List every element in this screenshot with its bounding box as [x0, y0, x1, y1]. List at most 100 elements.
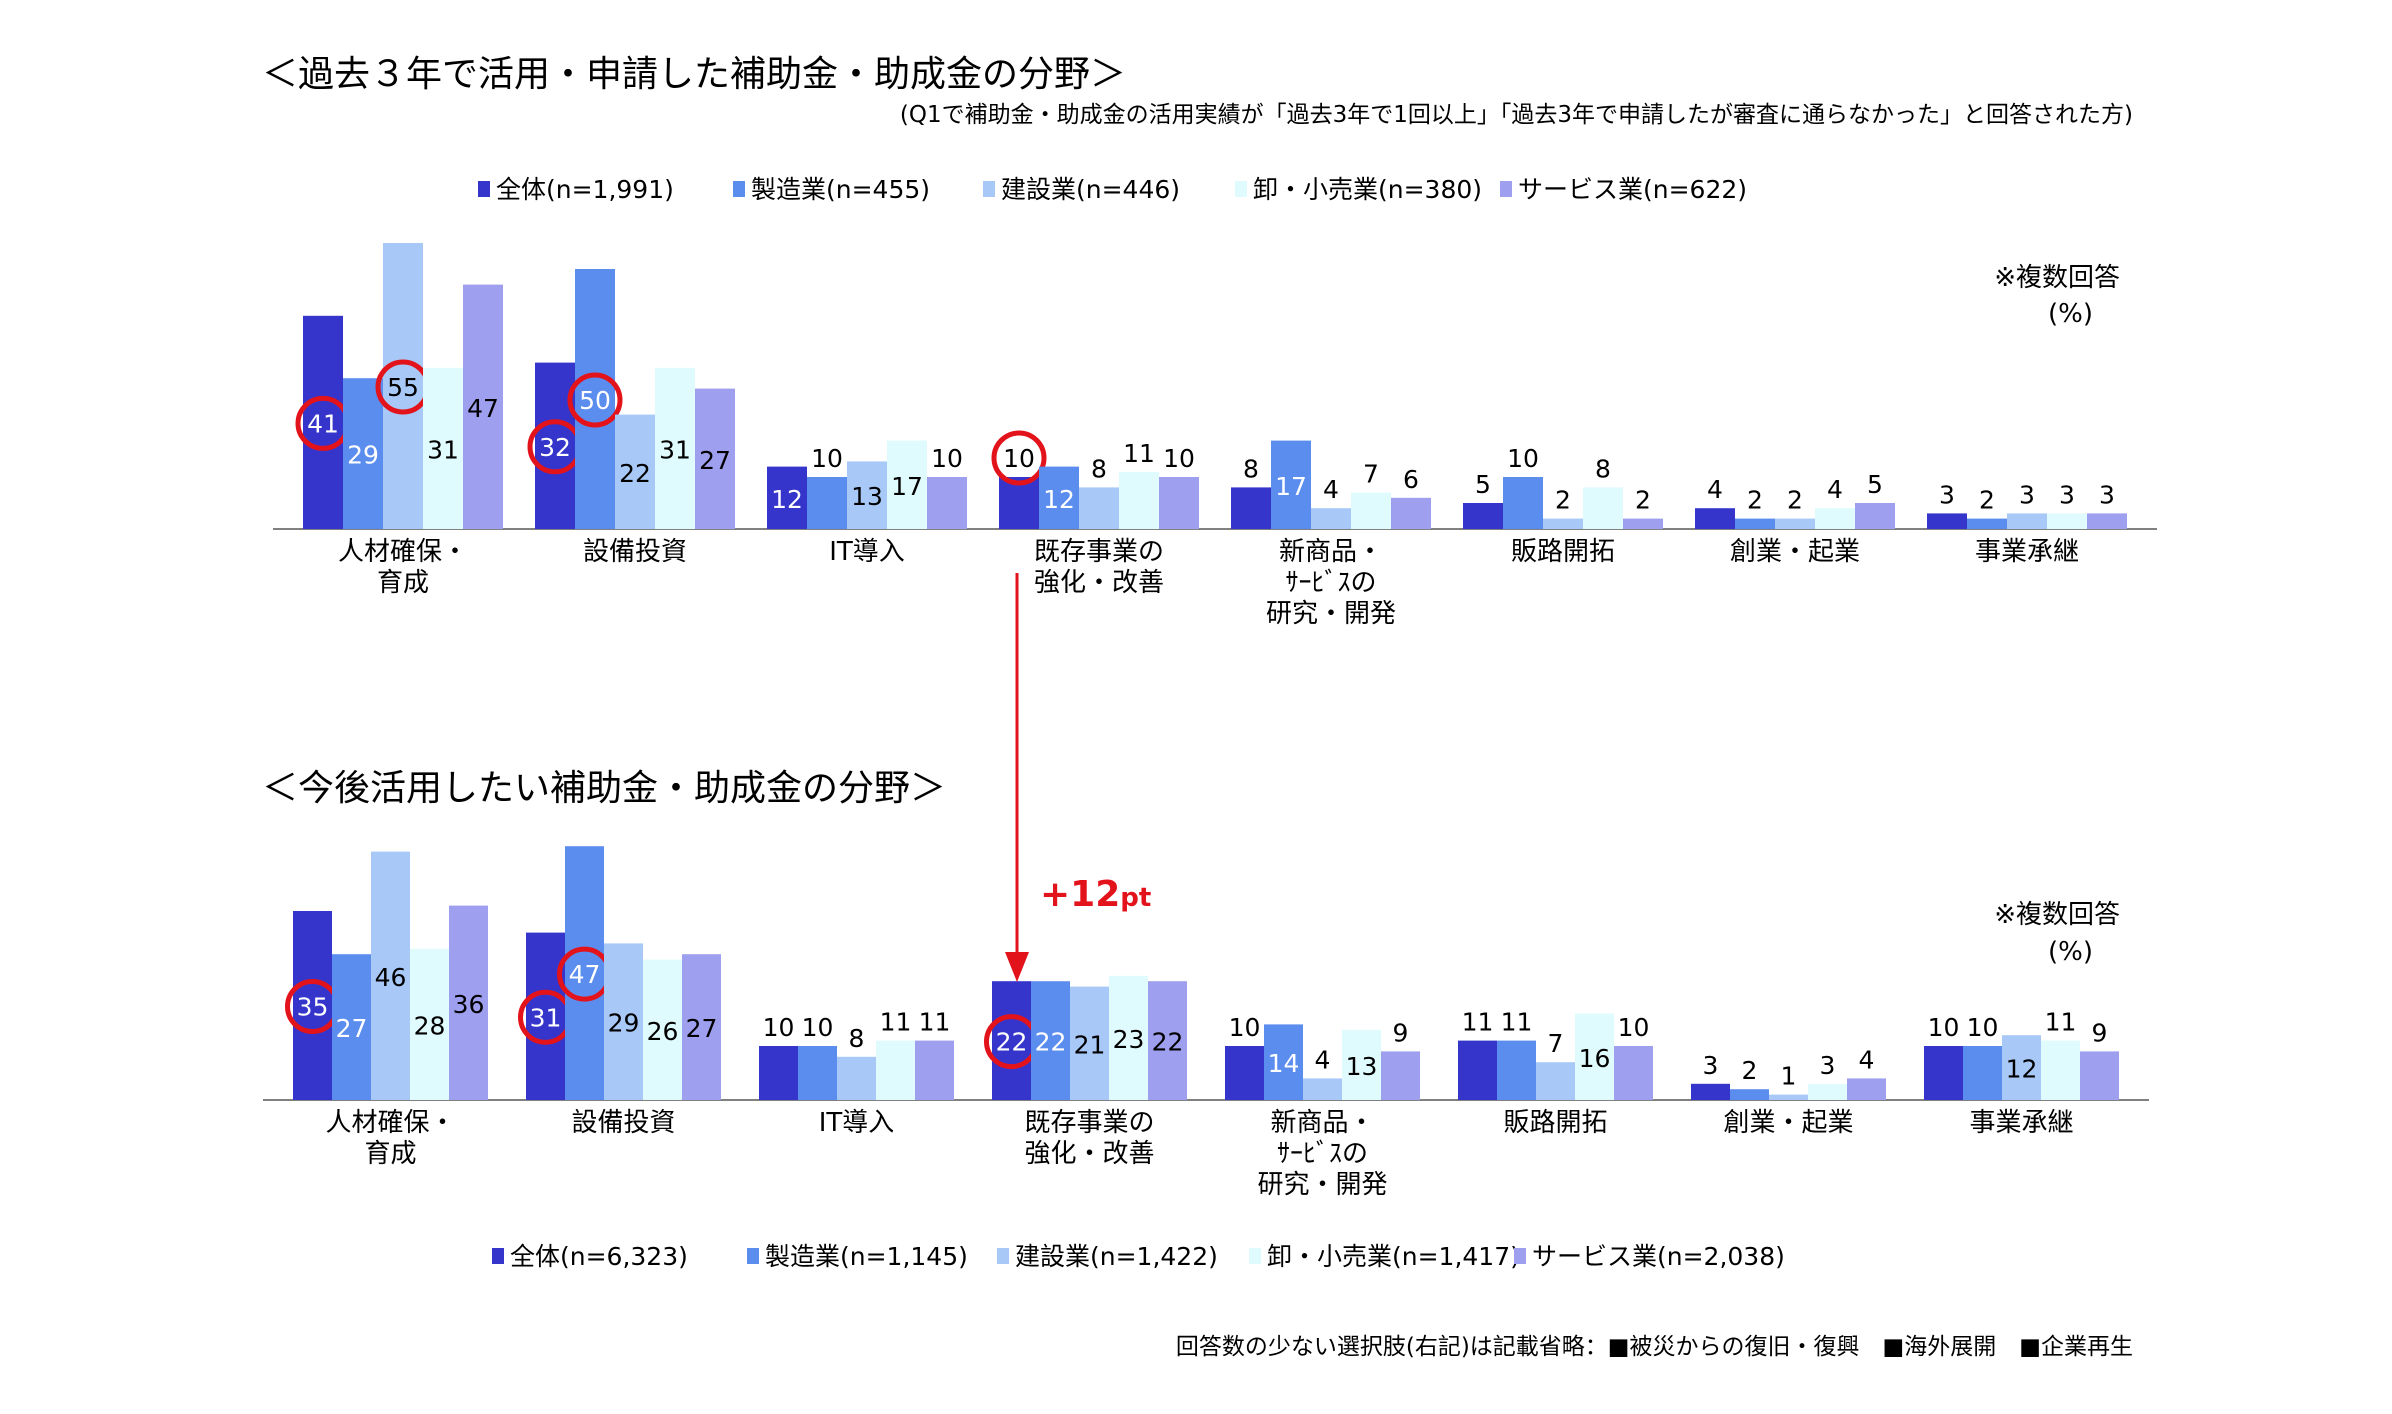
legend-swatch	[747, 1248, 759, 1264]
bar	[1808, 1083, 1847, 1100]
bar	[1775, 518, 1815, 529]
bar-value-label: 8	[849, 1024, 865, 1053]
chart-panel-future: ＜今後活用したい補助金・助成金の分野＞ ※複数回答 (%) 全体(n=6,323) 製造…	[262, 768, 2149, 1271]
legend-item: 全体(n=1,991)	[478, 175, 674, 204]
category-label: 販路開拓	[1511, 537, 1615, 567]
bar-group: 10 10 8 11 11 IT導入	[759, 1008, 954, 1138]
category-label-line: 育成	[377, 568, 429, 598]
bar-value-label: 11	[919, 1008, 951, 1037]
bar-value-label: 32	[539, 433, 571, 462]
bar	[1769, 1094, 1808, 1100]
bar	[1815, 508, 1855, 529]
bar-value-label: 22	[619, 459, 651, 488]
comparison-arrow: +12pt	[1005, 573, 1151, 982]
bar-value-label: 47	[467, 394, 499, 423]
legend-label: 卸・小売業(n=1,417)	[1267, 1242, 1520, 1271]
bar	[767, 466, 807, 529]
legend-label: サービス業(n=622)	[1518, 175, 1747, 204]
bar	[449, 905, 488, 1100]
bar-group: 3 2 1 3 4創業・起業	[1691, 1045, 1886, 1138]
legend-label: 全体(n=1,991)	[496, 175, 674, 204]
highlight-circle	[567, 372, 623, 428]
category-label: 設備投資	[571, 1108, 675, 1138]
legend-swatch	[1235, 181, 1247, 197]
bar-value-label: 2	[1555, 486, 1571, 515]
bar-value-label: 17	[891, 472, 923, 501]
bar	[999, 477, 1039, 529]
legend-item: 建設業(n=1,422)	[997, 1242, 1218, 1271]
chart-note: ※複数回答	[1994, 900, 2120, 930]
bar-group: 8 17 47 6 新商品・ｻｰﾋﾞｽの研究・開発	[1231, 440, 1431, 629]
chart-panel-past: ＜過去３年で活用・申請した補助金・助成金の分野＞ (Q1で補助金・助成金の活用実績…	[262, 54, 2157, 629]
chart-title: ＜過去３年で活用・申請した補助金・助成金の分野＞	[262, 54, 1126, 95]
bar-value-label: 31	[659, 435, 691, 464]
bar-value-label: 13	[1346, 1052, 1378, 1081]
bar	[1342, 1029, 1381, 1100]
legend-swatch	[1249, 1248, 1261, 1264]
bar-value-label: 13	[851, 482, 883, 511]
category-label-line: 既存事業の	[1024, 1108, 1154, 1138]
bar-value-label: 31	[427, 435, 459, 464]
bar-value-label: 10	[1003, 444, 1035, 473]
bar	[535, 362, 575, 529]
category-label: 事業承継	[1969, 1108, 2073, 1138]
bar-group: 12 10 13 17 10 IT導入	[767, 440, 967, 567]
bar-value-label: 3	[1939, 480, 1955, 509]
bar	[2080, 1051, 2119, 1100]
bar-value-label: 11	[1462, 1008, 1494, 1037]
bar-value-label: 4	[1859, 1045, 1875, 1074]
category-label: 人材確保・育成	[325, 1108, 455, 1169]
bar-group: 10 12 8 11 10 既存事業の強化・改善	[991, 430, 1199, 598]
legend-item: サービス業(n=2,038)	[1514, 1242, 1785, 1271]
legend-label: 卸・小売業(n=380)	[1253, 175, 1482, 204]
category-label-line: 新商品・	[1270, 1108, 1374, 1138]
category-label: 人材確保・育成	[338, 537, 468, 598]
legend-item: 製造業(n=1,145)	[747, 1242, 968, 1271]
bar	[1623, 518, 1663, 529]
bar-value-label: 50	[579, 386, 611, 415]
chart-unit: (%)	[2048, 937, 2093, 967]
category-label-line: 事業承継	[1969, 1108, 2073, 1138]
bar-value-label: 29	[608, 1009, 640, 1038]
category-label-line: ｻｰﾋﾞｽの	[1277, 1139, 1368, 1169]
category-label: IT導入	[819, 1108, 895, 1138]
bar-value-label: 10	[1928, 1013, 1960, 1042]
bar-value-label: 4	[1315, 1045, 1331, 1074]
bar-value-label: 4	[1707, 475, 1723, 504]
category-label: 事業承継	[1975, 537, 2079, 567]
category-label-line: ｻｰﾋﾞｽの	[1285, 568, 1376, 598]
bar	[759, 1046, 798, 1100]
bar	[915, 1040, 954, 1100]
bar	[604, 943, 643, 1100]
bar	[1543, 518, 1583, 529]
bar	[1967, 518, 2007, 529]
bar-value-label: 10	[1967, 1013, 1999, 1042]
arrow-label-unit: pt	[1120, 883, 1151, 913]
bar	[1264, 1024, 1303, 1100]
bar	[992, 981, 1031, 1100]
category-label-line: 既存事業の	[1034, 537, 1164, 567]
category-label: 新商品・ｻｰﾋﾞｽの研究・開発	[1257, 1108, 1387, 1200]
bar	[1119, 471, 1159, 529]
bar	[2007, 513, 2047, 529]
category-label-line: 設備投資	[583, 537, 687, 567]
legend-item: 全体(n=6,323)	[492, 1242, 688, 1271]
category-label-line: 強化・改善	[1024, 1139, 1154, 1169]
category-label: 創業・起業	[1723, 1108, 1853, 1138]
category-label-line: 新商品・	[1279, 537, 1383, 567]
bar	[423, 367, 463, 529]
bar-value-label: 36	[453, 990, 485, 1019]
bar-value-label: 16	[1579, 1044, 1611, 1073]
bar-value-label: 14	[1268, 1049, 1300, 1078]
bar-value-label: 2	[1635, 486, 1651, 515]
bar-value-label: 35	[297, 993, 329, 1022]
bar-value-label: 3	[2099, 480, 2115, 509]
bar-group: 32 50 22 31 27 設備投資	[527, 269, 735, 567]
bar	[615, 414, 655, 529]
bar-value-label: 10	[763, 1013, 795, 1042]
legend-label: 建設業(n=1,422)	[1015, 1242, 1218, 1271]
legend-swatch	[983, 181, 995, 197]
category-label-line: 創業・起業	[1730, 537, 1860, 567]
